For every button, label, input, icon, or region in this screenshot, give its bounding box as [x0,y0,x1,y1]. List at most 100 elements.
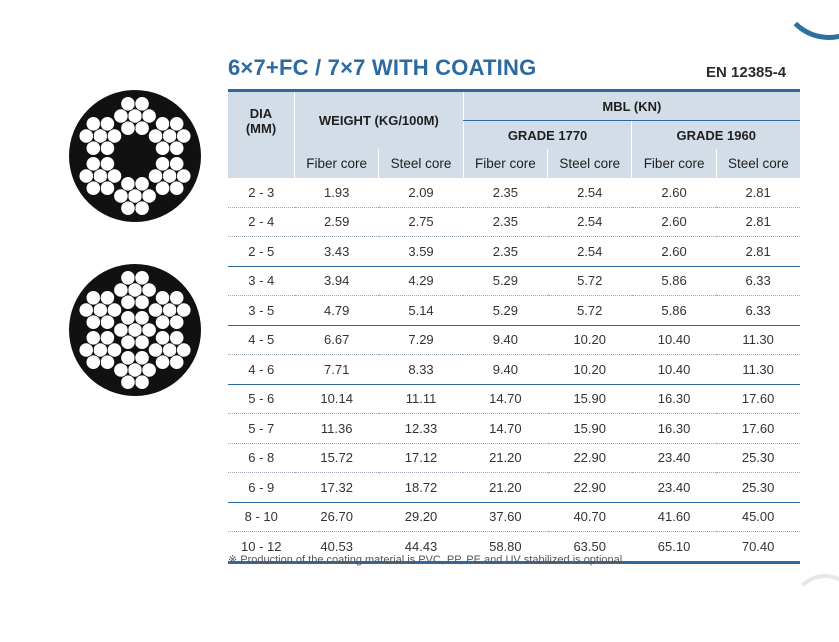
wire [113,282,129,298]
value-cell: 14.70 [463,413,548,444]
value-cell: 2.81 [716,236,800,267]
value-cell: 5.29 [463,266,548,296]
value-cell: 2.54 [547,178,632,208]
value-cell: 11.11 [378,384,464,414]
table-row: 3 - 5 4.79 5.14 5.29 5.72 5.86 6.33 [228,295,800,326]
wire [120,374,136,390]
value-cell: 17.32 [294,472,379,503]
wire [85,116,101,132]
rope-7x7-cross-section [69,264,201,396]
value-cell: 29.20 [378,502,464,532]
wire [120,270,136,286]
value-cell: 2.60 [631,178,717,208]
value-cell: 23.40 [631,443,717,473]
value-cell: 2.54 [547,207,632,237]
dia-cell: 2 - 4 [228,207,295,237]
wire [176,302,192,318]
value-cell: 3.43 [294,236,379,267]
wire [169,140,185,156]
wire [120,96,136,112]
wire [106,128,123,144]
wire [99,116,116,132]
value-cell: 65.10 [631,531,717,564]
value-cell: 5.14 [378,295,464,326]
col-header: Steel core [378,149,464,178]
value-cell: 11.30 [716,354,800,385]
wire [99,354,116,370]
value-cell: 8.33 [378,354,464,385]
value-cell: 10.20 [547,354,632,385]
wire [120,294,136,310]
wire [134,374,150,390]
wire [176,128,192,144]
value-cell: 16.30 [631,413,717,444]
wire [154,354,171,370]
wire [85,354,101,370]
wire [113,188,129,204]
wire [78,168,94,184]
wire [85,330,101,346]
table-row: 2 - 5 3.43 3.59 2.35 2.54 2.60 2.81 [228,236,800,267]
value-cell: 37.60 [463,502,548,532]
table-row: 3 - 4 3.94 4.29 5.29 5.72 5.86 6.33 [228,266,800,296]
value-cell: 22.90 [547,472,632,503]
wire [106,302,123,318]
mbl-header: MBL (KN) [462,90,800,121]
wire [85,290,101,306]
wire [113,362,129,378]
value-cell: 2.81 [716,178,800,208]
value-cell: 15.72 [294,443,379,473]
value-cell: 3.59 [378,236,464,267]
value-cell: 23.40 [631,472,717,503]
value-cell: 11.30 [716,325,800,355]
wire [141,188,157,204]
dia-cell: 8 - 10 [228,502,295,532]
value-cell: 4.79 [294,295,379,326]
wire [106,168,123,184]
value-cell: 10.40 [631,354,717,385]
table-row: 4 - 6 7.71 8.33 9.40 10.20 10.40 11.30 [228,354,800,385]
value-cell: 15.90 [547,413,632,444]
value-cell: 26.70 [294,502,379,532]
wire [141,108,157,124]
wire [134,294,150,310]
dia-cell: 2 - 3 [228,178,295,208]
value-cell: 2.35 [463,207,548,237]
wire [169,156,185,172]
value-cell: 2.35 [463,236,548,267]
wire [141,282,157,298]
wire [85,140,101,156]
value-cell: 2.75 [378,207,464,237]
value-cell: 44.43 [378,531,464,564]
page-title: 6×7+FC / 7×7 WITH COATING [228,55,537,80]
wire [120,310,136,326]
wire [99,140,116,156]
wire [120,350,136,366]
col-header: Fiber core [631,149,717,178]
corner-decoration [779,0,839,40]
dia-cell: 4 - 5 [228,325,295,355]
value-cell: 10.20 [547,325,632,355]
value-cell: 1.93 [294,178,379,208]
value-cell: 5.29 [463,295,548,326]
wire [99,330,116,346]
table-row: 2 - 3 1.93 2.09 2.35 2.54 2.60 2.81 [228,178,800,208]
specification-table: DIA (MM) WEIGHT (KG/100M) MBL (KN) GRADE… [228,89,800,564]
value-cell: 22.90 [547,443,632,473]
wire [169,314,185,330]
wire [169,116,185,132]
wire [120,120,136,136]
value-cell: 45.00 [716,502,800,532]
wire [134,176,150,192]
wire [134,96,150,112]
corner-decoration-bottom [791,574,839,642]
table-row: 10 - 12 40.53 44.43 58.80 63.50 65.10 70.40 [228,531,800,564]
wire [99,180,116,196]
wire [106,342,123,358]
value-cell: 5.86 [631,295,717,326]
wire [134,200,150,216]
value-cell: 17.60 [716,413,800,444]
wire [154,156,171,172]
wire [169,354,185,370]
value-cell: 2.60 [631,207,717,237]
